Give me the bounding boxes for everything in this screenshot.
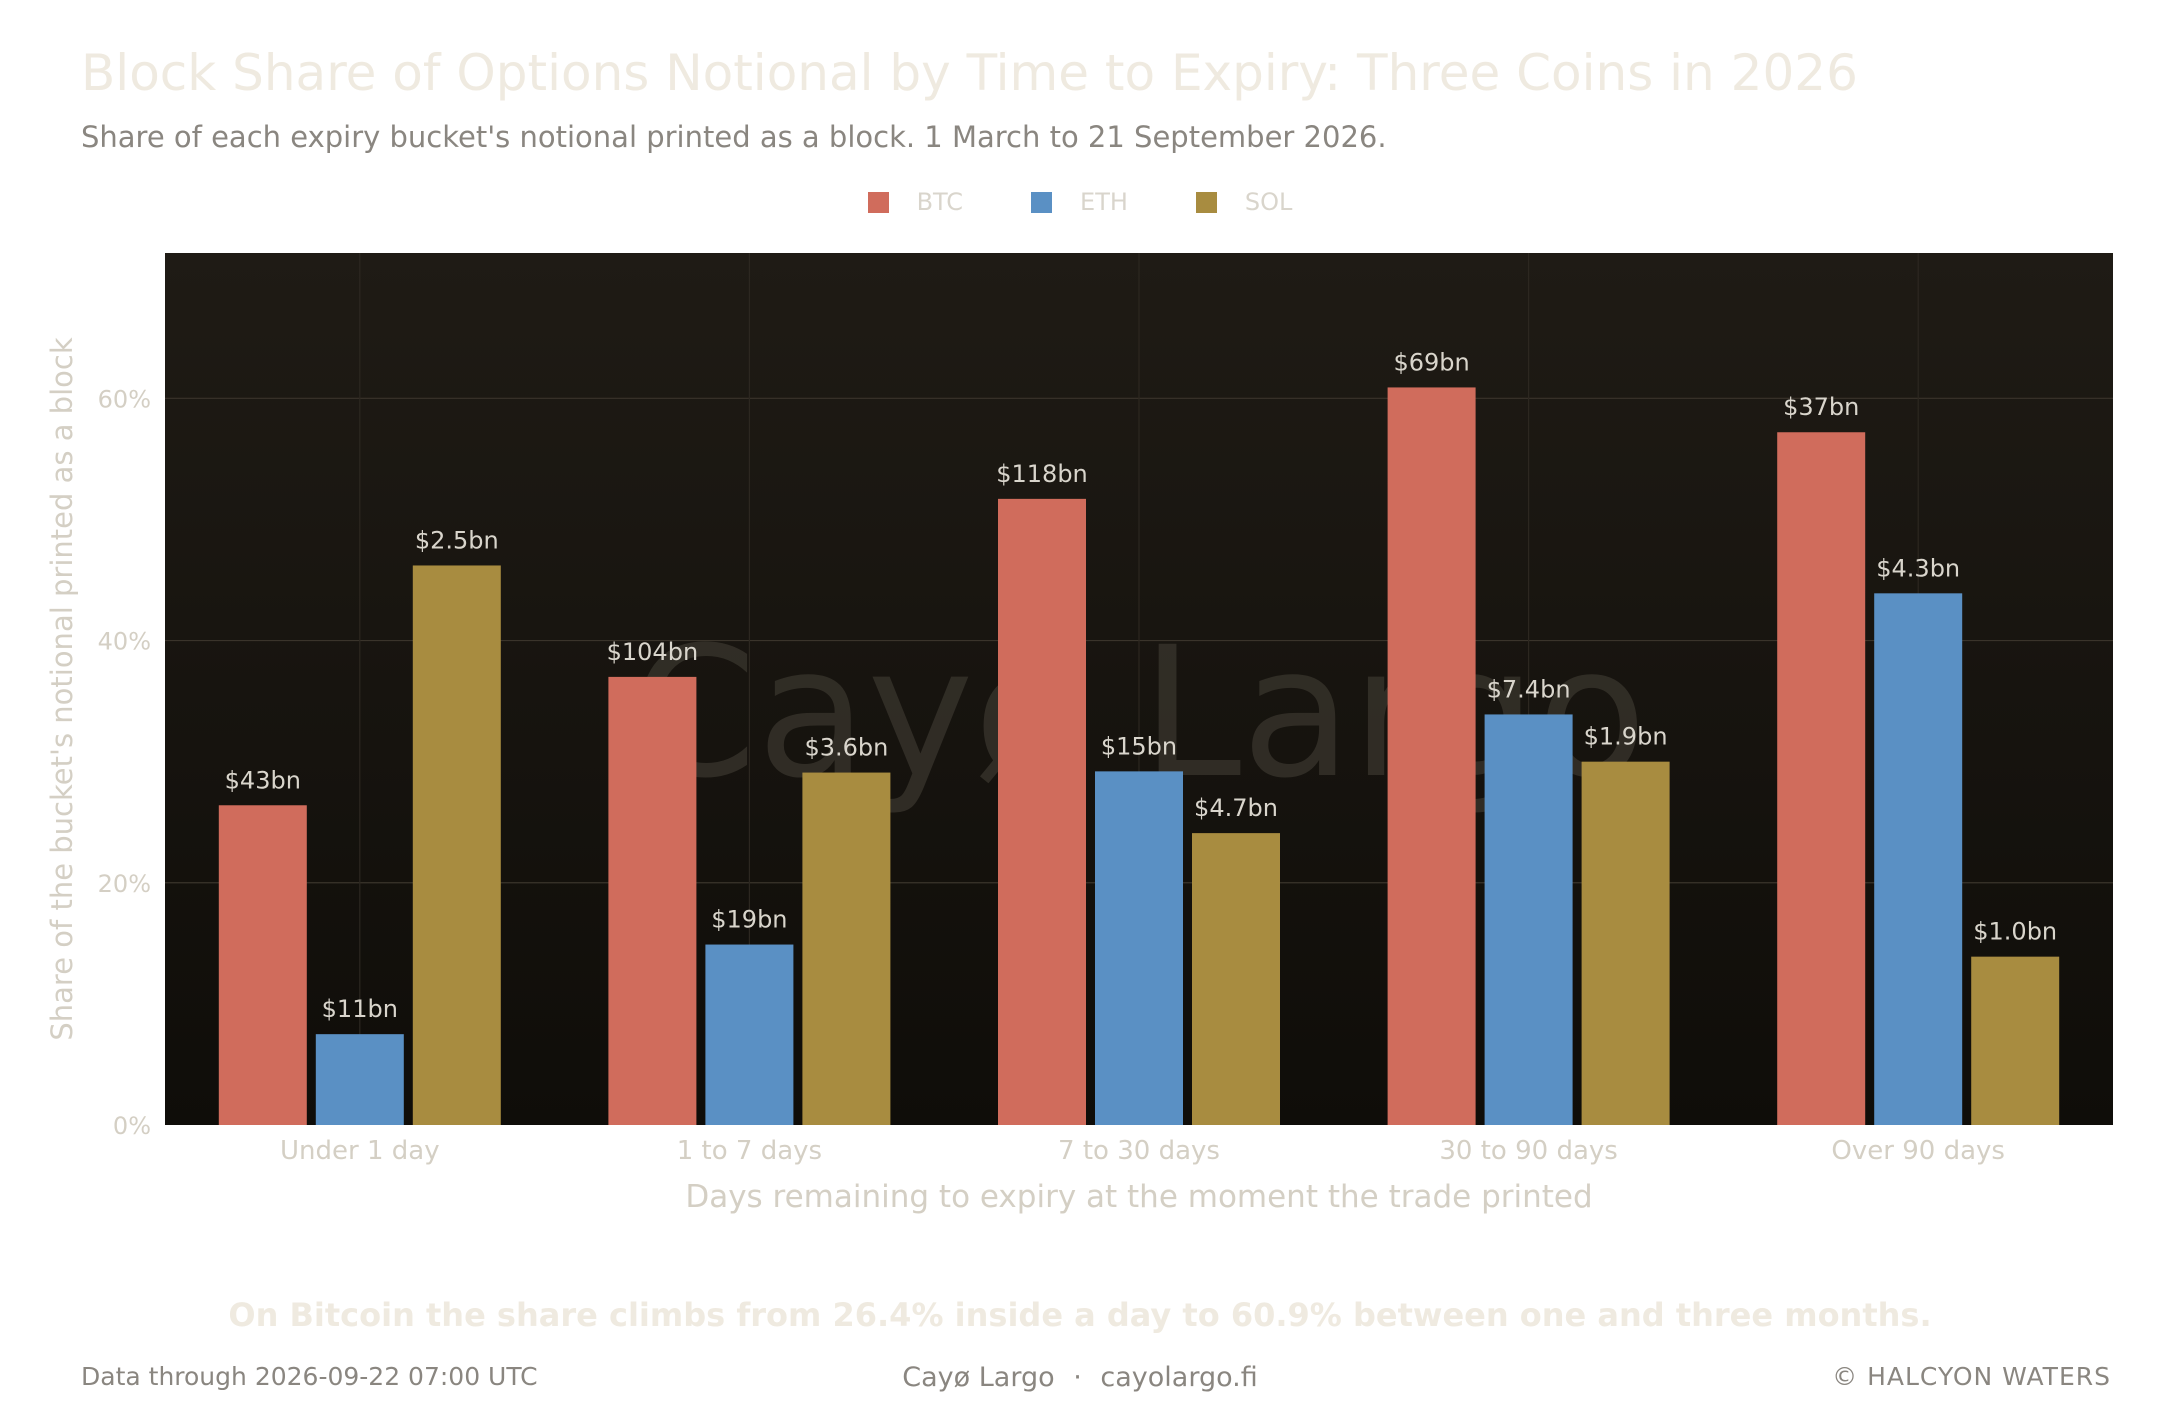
bar-value-label: $4.7bn xyxy=(1194,794,1278,822)
chart-title: Block Share of Options Notional by Time … xyxy=(81,44,1858,102)
footer-separator: · xyxy=(1073,1362,1082,1393)
axes: 0% 20% 40% 60% Under 1 day 1 to 7 days 7 to 30… xyxy=(98,385,2005,1166)
bar-sol xyxy=(412,565,501,1125)
bar-value-labels: $43bn $104bn $118bn $69bn $37bn $11bn $19bn $15… xyxy=(225,348,2057,1023)
legend: BTC ETH SOL xyxy=(0,188,2160,216)
bar-btc xyxy=(608,676,697,1125)
bar-value-label: $118bn xyxy=(996,460,1088,488)
bars xyxy=(218,387,2060,1125)
bar-eth xyxy=(1095,771,1183,1125)
y-tick-label: 40% xyxy=(98,628,151,656)
bar-value-label: $1.9bn xyxy=(1584,723,1668,751)
bar-btc xyxy=(218,805,307,1125)
bar-value-label: $2.5bn xyxy=(415,526,499,554)
bar-value-label: $11bn xyxy=(322,995,398,1023)
legend-label-eth: ETH xyxy=(1080,188,1128,216)
bar-btc xyxy=(998,498,1086,1125)
x-axis-title: Days remaining to expiry at the moment t… xyxy=(685,1179,1592,1215)
legend-item-eth: ETH xyxy=(1031,188,1128,216)
legend-item-btc: BTC xyxy=(867,188,964,216)
bar-btc xyxy=(1777,432,1866,1125)
brand-footer: Cayø Largo · cayolargo.fi xyxy=(0,1362,2160,1393)
x-tick-label: 30 to 90 days xyxy=(1439,1136,1617,1166)
x-tick-label: Under 1 day xyxy=(280,1136,440,1166)
legend-swatch-btc xyxy=(867,191,889,213)
bar-value-label: $37bn xyxy=(1783,393,1859,421)
bar-sol xyxy=(1192,833,1280,1125)
bar-value-label: $3.6bn xyxy=(804,734,888,762)
legend-label-btc: BTC xyxy=(916,188,964,216)
bar-btc xyxy=(1387,387,1476,1125)
legend-swatch-sol xyxy=(1195,191,1217,213)
bar-eth xyxy=(315,1034,404,1125)
copyright-symbol: © xyxy=(1832,1362,1859,1391)
credit-footer: © HALCYON WATERS xyxy=(1832,1362,2111,1391)
x-tick-label: Over 90 days xyxy=(1831,1136,2005,1166)
bar-sol xyxy=(802,772,891,1125)
bar-chart: Cayø Largo $43bn$104bn$118bn$69bn$37bn$1… xyxy=(45,253,2113,1215)
legend-label-sol: SOL xyxy=(1244,188,1293,216)
brand-name: Cayø Largo xyxy=(902,1362,1055,1393)
data-through-note: Data through 2026-09-22 07:00 UTC xyxy=(81,1362,538,1391)
bar-value-label: $15bn xyxy=(1101,732,1177,760)
brand-site: cayolargo.fi xyxy=(1100,1362,1258,1393)
legend-swatch-eth xyxy=(1031,191,1053,213)
y-tick-label: 0% xyxy=(113,1112,151,1140)
bar-value-label: $7.4bn xyxy=(1487,675,1571,703)
bar-value-label: $1.0bn xyxy=(1973,918,2057,946)
chart-subtitle: Share of each expiry bucket's notional p… xyxy=(81,120,1387,154)
bar-value-label: $43bn xyxy=(225,766,301,794)
bar-value-label: $4.3bn xyxy=(1876,554,1960,582)
bar-sol xyxy=(1971,956,2060,1125)
legend-item-sol: SOL xyxy=(1195,188,1293,216)
bar-eth xyxy=(1484,714,1573,1125)
x-tick-label: 1 to 7 days xyxy=(677,1136,822,1166)
takeaway-note: On Bitcoin the share climbs from 26.4% i… xyxy=(228,1296,1932,1334)
bar-eth xyxy=(1874,593,1963,1125)
x-tick-label: 7 to 30 days xyxy=(1058,1136,1220,1166)
bar-eth xyxy=(705,944,794,1125)
credit-name: HALCYON WATERS xyxy=(1867,1362,2111,1391)
bar-value-label: $19bn xyxy=(711,906,787,934)
bar-value-label: $69bn xyxy=(1393,348,1469,376)
y-tick-label: 60% xyxy=(98,385,151,413)
bar-value-label: $104bn xyxy=(607,638,699,666)
y-axis-title: Share of the bucket's notional printed a… xyxy=(45,337,79,1040)
y-tick-label: 20% xyxy=(98,870,151,898)
bar-sol xyxy=(1581,761,1670,1125)
